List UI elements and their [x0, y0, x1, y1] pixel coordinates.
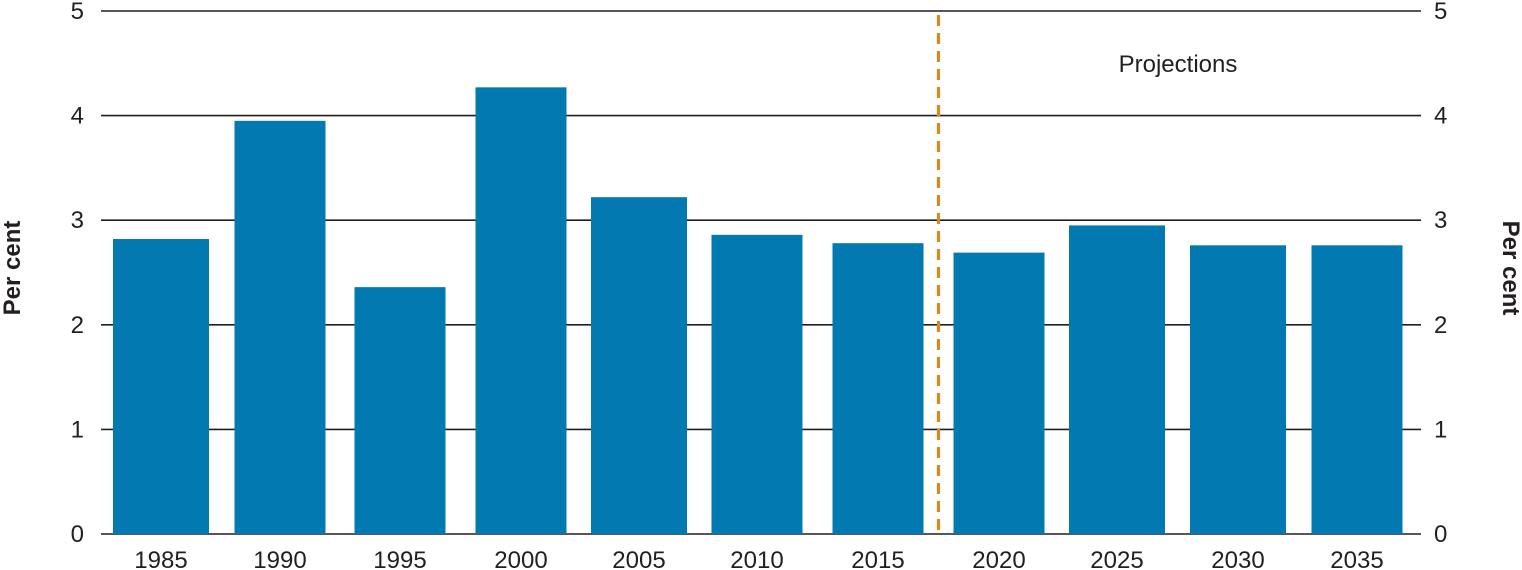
y-axis-title-right: Per cent — [1497, 221, 1522, 316]
bar-2005 — [591, 197, 687, 535]
x-tick-label: 2000 — [494, 547, 547, 570]
x-tick-label: 1995 — [373, 547, 426, 570]
bar-2035 — [1311, 245, 1403, 534]
bars — [113, 87, 1403, 535]
x-tick-label: 2005 — [612, 547, 665, 570]
x-tick-label: 2030 — [1211, 547, 1264, 570]
y-tick-label-left: 4 — [71, 103, 84, 130]
x-tick-label: 1990 — [253, 547, 306, 570]
bar-2010 — [711, 234, 803, 534]
y-axis-right-ticks: 0 1 2 3 4 5 — [1434, 0, 1447, 548]
y-tick-label-right: 5 — [1434, 0, 1447, 25]
bar-2030 — [1190, 245, 1286, 534]
y-tick-label-right: 1 — [1434, 416, 1447, 443]
bar-2020 — [953, 252, 1045, 534]
y-tick-label-right: 0 — [1434, 521, 1447, 548]
bar-2015 — [832, 243, 924, 534]
bar-2025 — [1069, 225, 1165, 534]
y-axis-title-left: Per cent — [0, 221, 26, 316]
bar-1995 — [354, 287, 446, 534]
x-tick-label: 2015 — [851, 547, 904, 570]
bar-2000 — [475, 87, 567, 534]
y-tick-label-left: 5 — [71, 0, 84, 25]
y-tick-label-right: 4 — [1434, 103, 1447, 130]
x-tick-label: 2025 — [1090, 547, 1143, 570]
y-tick-label-right: 2 — [1434, 312, 1447, 339]
y-tick-label-right: 3 — [1434, 207, 1447, 234]
y-tick-label-left: 2 — [71, 312, 84, 339]
y-tick-label-left: 1 — [71, 416, 84, 443]
y-tick-label-left: 3 — [71, 207, 84, 234]
projections-annotation: Projections — [1119, 51, 1238, 78]
x-tick-label: 2035 — [1330, 547, 1383, 570]
x-tick-label: 2010 — [730, 547, 783, 570]
bar-1985 — [113, 239, 209, 534]
y-tick-label-left: 0 — [71, 521, 84, 548]
x-axis-ticks: 1985 1990 1995 2000 2005 2010 2015 2020 2025 2030… — [134, 547, 1383, 570]
y-axis-left-ticks: 0 1 2 3 4 5 — [71, 0, 84, 548]
x-tick-label: 1985 — [134, 547, 187, 570]
bar-1990 — [234, 120, 326, 534]
x-tick-label: 2020 — [972, 547, 1025, 570]
